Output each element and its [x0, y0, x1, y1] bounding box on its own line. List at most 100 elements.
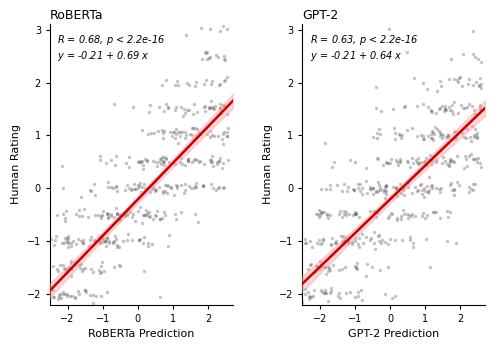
Point — [131, 186, 139, 191]
Point — [110, 162, 118, 168]
Point — [186, 131, 194, 137]
Point — [209, 186, 217, 191]
Point — [190, 156, 198, 162]
Point — [454, 110, 462, 116]
Point — [469, 182, 477, 187]
Point — [96, 157, 104, 163]
Point — [148, 241, 156, 247]
Point — [381, 187, 389, 193]
Point — [458, 83, 466, 89]
Point — [152, 213, 160, 218]
Point — [400, 105, 407, 110]
Point — [192, 181, 200, 186]
Point — [122, 211, 130, 217]
Point — [434, 126, 442, 132]
Point — [396, 132, 404, 137]
Point — [456, 74, 464, 79]
Point — [112, 236, 120, 242]
Point — [458, 103, 466, 108]
Point — [382, 183, 390, 189]
Point — [362, 178, 370, 184]
Point — [182, 188, 190, 193]
Point — [468, 123, 476, 128]
Point — [52, 313, 60, 319]
Point — [200, 161, 208, 167]
Point — [168, 133, 176, 138]
Point — [424, 183, 432, 188]
Point — [140, 234, 147, 239]
Point — [134, 237, 142, 243]
Point — [139, 162, 147, 167]
Point — [409, 240, 417, 246]
Point — [372, 188, 380, 193]
Point — [190, 185, 198, 191]
Point — [140, 186, 148, 191]
Point — [54, 296, 62, 301]
Point — [369, 191, 377, 197]
Point — [404, 215, 412, 220]
Point — [206, 54, 214, 60]
Point — [476, 104, 484, 110]
Point — [391, 136, 399, 142]
Point — [359, 240, 367, 246]
Point — [96, 270, 104, 275]
Point — [216, 28, 224, 34]
Point — [205, 55, 213, 61]
Point — [340, 208, 348, 214]
Point — [411, 213, 419, 219]
Point — [317, 288, 325, 293]
Point — [116, 244, 124, 250]
Point — [404, 184, 411, 190]
Point — [156, 216, 164, 222]
Point — [476, 160, 484, 166]
Point — [372, 84, 380, 89]
Point — [164, 104, 172, 110]
Point — [362, 273, 370, 278]
Point — [414, 161, 422, 167]
Point — [148, 186, 156, 191]
Point — [52, 349, 60, 350]
Point — [80, 240, 88, 246]
Point — [306, 262, 314, 267]
Point — [216, 81, 224, 86]
Y-axis label: Human Rating: Human Rating — [11, 125, 21, 204]
Point — [464, 82, 472, 87]
Point — [376, 238, 384, 244]
Point — [439, 154, 447, 160]
Point — [50, 264, 58, 269]
Point — [318, 210, 326, 215]
Point — [139, 212, 147, 218]
Point — [315, 208, 323, 213]
Point — [68, 293, 76, 299]
Point — [220, 184, 228, 190]
Point — [92, 293, 100, 299]
Point — [75, 213, 83, 218]
Point — [341, 265, 349, 270]
Point — [462, 104, 470, 110]
Point — [369, 135, 377, 140]
Point — [355, 244, 363, 249]
Point — [66, 264, 74, 270]
Point — [61, 215, 69, 220]
Point — [122, 160, 130, 166]
Point — [138, 220, 145, 225]
Point — [428, 107, 436, 113]
Point — [350, 188, 358, 193]
Point — [134, 186, 142, 191]
Point — [326, 186, 334, 191]
Point — [198, 25, 205, 31]
Point — [345, 212, 353, 217]
Point — [86, 237, 94, 243]
Point — [410, 76, 418, 81]
Point — [189, 137, 197, 143]
Point — [340, 318, 348, 324]
Point — [306, 239, 314, 244]
Point — [470, 107, 478, 113]
Point — [67, 265, 75, 271]
Point — [386, 27, 394, 32]
Text: RoBERTa: RoBERTa — [50, 9, 104, 22]
Point — [370, 240, 378, 246]
Point — [150, 130, 158, 136]
Point — [48, 316, 56, 322]
Point — [308, 244, 316, 250]
